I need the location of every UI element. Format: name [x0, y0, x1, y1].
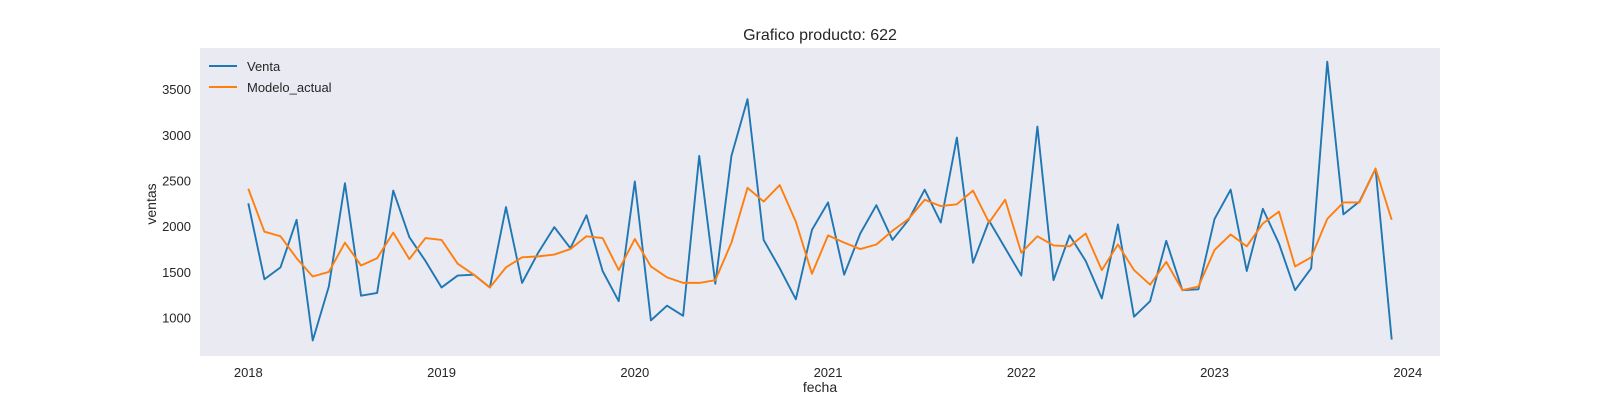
y-tick-label: 3000 [162, 128, 191, 143]
x-tick-label: 2024 [1393, 365, 1422, 380]
y-axis-ticks: 1000 1500 2000 2500 3000 3500 [162, 82, 191, 325]
x-axis-ticks: 2018 2019 2020 2021 2022 2023 2024 [234, 365, 1422, 380]
legend: Venta Modelo_actual [209, 59, 332, 95]
series-line-venta [247, 60, 1393, 342]
y-tick-label: 2000 [162, 219, 191, 234]
legend-label-venta: Venta [247, 59, 281, 74]
y-tick-label: 3500 [162, 82, 191, 97]
chart-title: Grafico producto: 622 [743, 27, 897, 44]
x-tick-label: 2023 [1200, 365, 1229, 380]
x-tick-label: 2022 [1007, 365, 1036, 380]
plot-area [200, 48, 1440, 356]
legend-label-modelo-actual: Modelo_actual [247, 80, 332, 95]
series-line-modelo-actual [247, 167, 1393, 292]
x-axis-label: fecha [803, 379, 837, 395]
y-tick-label: 2500 [162, 174, 191, 189]
y-tick-label: 1500 [162, 265, 191, 280]
x-tick-label: 2018 [234, 365, 263, 380]
x-tick-label: 2021 [814, 365, 843, 380]
series-layer [247, 60, 1393, 342]
x-tick-label: 2020 [620, 365, 649, 380]
y-axis-label: ventas [143, 183, 159, 224]
y-tick-label: 1000 [162, 311, 191, 326]
x-tick-label: 2019 [427, 365, 456, 380]
